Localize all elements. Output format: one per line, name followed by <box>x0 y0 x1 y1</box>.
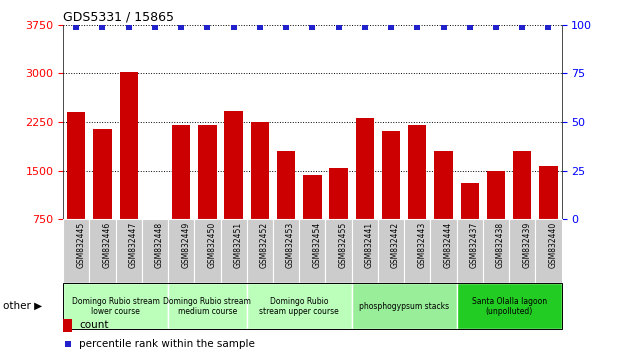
Bar <box>329 167 348 268</box>
Bar <box>509 219 535 283</box>
Bar <box>430 219 457 283</box>
Bar <box>487 171 505 268</box>
Text: GDS5331 / 15865: GDS5331 / 15865 <box>63 11 174 24</box>
Text: count: count <box>79 320 109 330</box>
Text: percentile rank within the sample: percentile rank within the sample <box>79 339 255 349</box>
Bar <box>457 283 562 329</box>
Point <box>281 24 291 29</box>
Point <box>203 24 213 29</box>
Text: GSM832445: GSM832445 <box>76 221 85 268</box>
Bar <box>351 283 457 329</box>
Bar <box>408 125 427 268</box>
Bar <box>461 183 479 268</box>
Point <box>517 24 528 29</box>
Bar <box>247 283 351 329</box>
Text: other ▶: other ▶ <box>3 301 42 311</box>
Text: Domingo Rubio
stream upper course: Domingo Rubio stream upper course <box>259 297 339 316</box>
Bar <box>351 219 378 283</box>
Bar <box>513 152 531 268</box>
Text: GSM832439: GSM832439 <box>522 221 531 268</box>
Text: phosphogypsum stacks: phosphogypsum stacks <box>359 302 449 311</box>
Text: GSM832438: GSM832438 <box>496 221 505 268</box>
Bar <box>146 219 164 268</box>
Bar <box>299 219 326 283</box>
Bar <box>356 118 374 268</box>
Text: GSM832443: GSM832443 <box>417 221 427 268</box>
Text: GSM832454: GSM832454 <box>312 221 321 268</box>
Text: GSM832444: GSM832444 <box>444 221 452 268</box>
Bar <box>326 219 351 283</box>
Bar <box>225 111 243 268</box>
Text: GSM832453: GSM832453 <box>286 221 295 268</box>
Text: Santa Olalla lagoon
(unpolluted): Santa Olalla lagoon (unpolluted) <box>471 297 546 316</box>
Bar <box>93 129 112 268</box>
Bar <box>382 131 400 268</box>
Bar <box>198 125 216 268</box>
Point <box>228 24 239 29</box>
Bar <box>483 219 509 283</box>
Point <box>543 24 553 29</box>
Point <box>360 24 370 29</box>
Point <box>464 24 475 29</box>
Text: Domingo Rubio stream
lower course: Domingo Rubio stream lower course <box>72 297 160 316</box>
Text: GSM832442: GSM832442 <box>391 221 400 268</box>
Bar <box>303 175 322 268</box>
Point <box>439 24 449 29</box>
Bar <box>535 219 562 283</box>
Text: GSM832452: GSM832452 <box>260 221 269 268</box>
Bar <box>63 319 72 332</box>
Bar <box>115 219 142 283</box>
Text: GSM832441: GSM832441 <box>365 221 374 268</box>
Bar <box>277 152 295 268</box>
Bar <box>247 219 273 283</box>
Text: GSM832446: GSM832446 <box>102 221 112 268</box>
Bar <box>63 283 168 329</box>
Point <box>150 24 160 29</box>
Text: GSM832440: GSM832440 <box>548 221 557 268</box>
Bar <box>90 219 115 283</box>
Point <box>307 24 317 29</box>
Bar <box>194 219 220 283</box>
Bar <box>273 219 299 283</box>
Text: GSM832437: GSM832437 <box>469 221 479 268</box>
Text: GSM832455: GSM832455 <box>339 221 348 268</box>
Text: Domingo Rubio stream
medium course: Domingo Rubio stream medium course <box>163 297 251 316</box>
Point <box>386 24 396 29</box>
Bar <box>251 122 269 268</box>
Point <box>334 24 344 29</box>
Bar <box>63 219 90 283</box>
Point <box>62 341 73 347</box>
Bar <box>540 166 558 268</box>
Bar <box>220 219 247 283</box>
Bar <box>378 219 404 283</box>
Bar <box>434 152 452 268</box>
Bar <box>168 219 194 283</box>
Bar <box>172 125 191 268</box>
Point <box>97 24 107 29</box>
Point <box>71 24 81 29</box>
Text: GSM832450: GSM832450 <box>208 221 216 268</box>
Bar <box>67 113 85 268</box>
Bar <box>168 283 247 329</box>
Point <box>491 24 501 29</box>
Bar <box>457 219 483 283</box>
Point <box>255 24 265 29</box>
Text: GSM832449: GSM832449 <box>181 221 190 268</box>
Bar <box>404 219 430 283</box>
Text: GSM832448: GSM832448 <box>155 221 164 268</box>
Point <box>176 24 186 29</box>
Point <box>124 24 134 29</box>
Text: GSM832451: GSM832451 <box>233 221 243 268</box>
Bar <box>119 72 138 268</box>
Point <box>412 24 422 29</box>
Bar <box>142 219 168 283</box>
Text: GSM832447: GSM832447 <box>129 221 138 268</box>
